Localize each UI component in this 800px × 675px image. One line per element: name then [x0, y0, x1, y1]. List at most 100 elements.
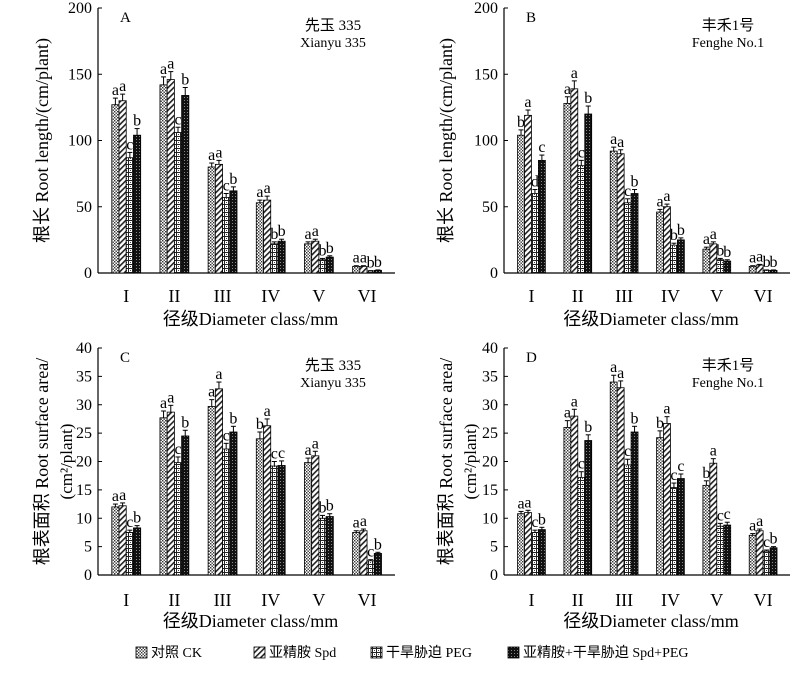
bar-b-spd-peg-2 — [584, 113, 593, 274]
variety-cn-b: 丰禾1号 — [702, 17, 755, 34]
bar-a-spd-peg-4 — [277, 240, 286, 274]
bar-a-ck-5 — [304, 243, 313, 274]
bar-a-ck-4 — [255, 202, 264, 274]
bar-a-spd-1 — [118, 100, 127, 274]
sig-label-b: a — [749, 250, 756, 267]
bar-a-ck-6 — [352, 265, 361, 274]
y-tick-label-c: 30 — [76, 397, 92, 414]
panel-letter-d: D — [526, 350, 537, 366]
sig-label-a: c — [223, 178, 230, 195]
sig-label-b: b — [670, 227, 678, 244]
sig-label-d: a — [710, 443, 717, 460]
y-tick-label-c: 5 — [84, 539, 92, 556]
x-axis-label-cn: 径级 — [163, 309, 199, 329]
sig-label-d: a — [756, 513, 763, 530]
bar-d-spd-4 — [663, 423, 671, 576]
x-tick-label-c: V — [312, 590, 325, 610]
legend-item-spd-peg: 亚精胺+干旱胁迫 Spd+PEG — [507, 645, 689, 661]
sig-label-a: a — [264, 180, 271, 197]
bar-d-peg-1 — [531, 532, 539, 576]
bar-b-spd-peg-1 — [538, 159, 546, 274]
bar-c-spd-peg-4 — [277, 465, 286, 576]
bar-a-peg-2 — [173, 132, 183, 274]
bar-c-peg-2 — [173, 462, 183, 576]
sig-label-b: b — [716, 242, 724, 259]
bar-b-spd-peg-4 — [677, 239, 685, 274]
sig-label-a: c — [126, 136, 133, 153]
bar-d-peg-4 — [670, 487, 678, 576]
bar-c-spd-1 — [118, 505, 127, 576]
y-tick-label-a: 0 — [84, 265, 92, 282]
x-axis-label-a: 径级Diameter class/mm — [163, 309, 338, 329]
sig-label-a: a — [360, 250, 367, 267]
x-axis-label-b: 径级Diameter class/mm — [563, 309, 738, 329]
legend-swatch-peg — [370, 646, 383, 659]
bar-d-spd-peg-3 — [630, 431, 639, 576]
sig-label-c: c — [271, 446, 278, 463]
sig-label-a: b — [229, 171, 237, 188]
bar-b-spd-peg-3 — [630, 193, 639, 274]
sig-label-c: b — [319, 499, 327, 516]
bar-c-ck-5 — [304, 462, 313, 576]
y-tick-label-d: 5 — [490, 539, 498, 556]
sig-label-b: a — [710, 226, 717, 243]
x-tick-label-a: IV — [261, 286, 280, 306]
sig-label-a: b — [133, 113, 141, 130]
sig-label-c: b — [256, 416, 264, 433]
x-tick-label-a: I — [123, 286, 129, 306]
x-tick-label-c: III — [214, 590, 232, 610]
x-tick-label-a: VI — [358, 286, 377, 306]
y-tick-label-d: 20 — [482, 454, 498, 471]
y-tick-label-b: 50 — [482, 199, 498, 216]
y-tick-label-c: 25 — [76, 425, 92, 442]
bar-a-peg-1 — [125, 157, 134, 274]
sig-label-a: b — [367, 255, 375, 272]
sig-label-d: b — [656, 415, 664, 432]
variety-en-c: Xianyu 335 — [300, 376, 366, 391]
bar-b-ck-3 — [609, 150, 618, 274]
panel-letter-b: B — [526, 10, 536, 26]
sig-label-c: c — [278, 445, 285, 462]
sig-label-b: b — [763, 254, 771, 271]
y-tick-label-d: 30 — [482, 397, 498, 414]
sig-label-c: a — [353, 515, 360, 532]
sig-label-a: b — [278, 223, 286, 240]
bar-a-peg-3 — [222, 197, 231, 274]
sig-label-a: a — [167, 56, 174, 73]
sig-label-a: a — [160, 61, 167, 78]
bar-b-ck-6 — [748, 265, 757, 274]
bar-b-peg-1 — [531, 193, 539, 274]
y-tick-label-a: 200 — [68, 0, 92, 17]
bar-c-peg-5 — [318, 517, 327, 576]
sig-label-d: b — [538, 511, 546, 528]
sig-label-c: a — [264, 403, 271, 420]
bar-d-ck-2 — [563, 427, 572, 576]
bar-a-spd-3 — [214, 163, 223, 274]
sig-label-a: c — [174, 111, 181, 128]
bar-b-ck-4 — [656, 211, 664, 274]
y-tick-label-a: 50 — [76, 199, 92, 216]
sig-label-b: b — [631, 174, 639, 191]
bar-b-spd-3 — [616, 153, 625, 274]
sig-label-a: a — [112, 82, 119, 99]
legend-swatch-spd — [253, 646, 266, 659]
sig-label-d: a — [663, 401, 670, 418]
bar-c-spd-2 — [166, 411, 175, 576]
x-tick-label-d: IV — [661, 590, 680, 610]
sig-label-c: c — [126, 514, 133, 531]
sig-label-b: b — [770, 254, 778, 271]
sig-label-d: a — [749, 518, 756, 535]
sig-label-d: c — [763, 534, 770, 551]
x-axis-label-en: Diameter class/mm — [599, 611, 738, 631]
panel-letter-c: C — [120, 350, 130, 366]
bar-d-ck-5 — [702, 484, 711, 576]
sig-label-d: c — [724, 506, 731, 523]
variety-cn-d: 丰禾1号 — [702, 357, 755, 374]
panel-letter-a: A — [120, 10, 131, 26]
y-axis-label-en: Root length/(cm/plant) — [32, 38, 53, 202]
y-axis-unit-c: (cm²/plant) — [57, 424, 76, 500]
y-tick-label-d: 0 — [490, 567, 498, 584]
y-tick-label-d: 10 — [482, 510, 498, 527]
bar-a-peg-5 — [318, 259, 327, 274]
variety-en-b: Fenghe No.1 — [692, 36, 764, 51]
